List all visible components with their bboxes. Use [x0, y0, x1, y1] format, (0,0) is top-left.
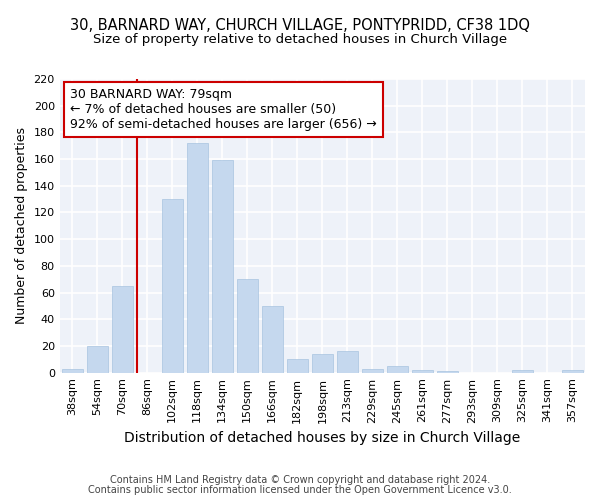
X-axis label: Distribution of detached houses by size in Church Village: Distribution of detached houses by size … — [124, 431, 520, 445]
Y-axis label: Number of detached properties: Number of detached properties — [15, 128, 28, 324]
Bar — [236, 279, 258, 372]
Text: 30 BARNARD WAY: 79sqm
← 7% of detached houses are smaller (50)
92% of semi-detac: 30 BARNARD WAY: 79sqm ← 7% of detached h… — [70, 88, 377, 131]
Bar — [312, 354, 333, 372]
Bar — [287, 360, 308, 372]
Bar — [412, 370, 433, 372]
Bar — [161, 199, 183, 372]
Bar — [387, 366, 408, 372]
Bar — [512, 370, 533, 372]
Bar — [362, 368, 383, 372]
Text: 30, BARNARD WAY, CHURCH VILLAGE, PONTYPRIDD, CF38 1DQ: 30, BARNARD WAY, CHURCH VILLAGE, PONTYPR… — [70, 18, 530, 32]
Bar — [187, 143, 208, 372]
Text: Contains HM Land Registry data © Crown copyright and database right 2024.: Contains HM Land Registry data © Crown c… — [110, 475, 490, 485]
Bar — [337, 352, 358, 372]
Bar — [62, 368, 83, 372]
Text: Contains public sector information licensed under the Open Government Licence v3: Contains public sector information licen… — [88, 485, 512, 495]
Text: Size of property relative to detached houses in Church Village: Size of property relative to detached ho… — [93, 32, 507, 46]
Bar — [212, 160, 233, 372]
Bar — [262, 306, 283, 372]
Bar — [86, 346, 108, 372]
Bar — [112, 286, 133, 372]
Bar — [562, 370, 583, 372]
